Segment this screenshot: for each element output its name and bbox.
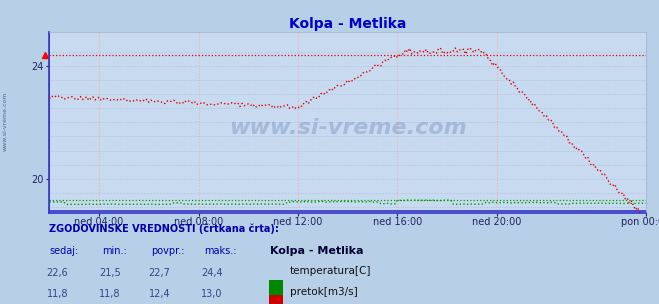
Text: maks.:: maks.: <box>204 246 237 256</box>
Text: 24,4: 24,4 <box>202 268 223 278</box>
Text: min.:: min.: <box>102 246 127 256</box>
Title: Kolpa - Metlika: Kolpa - Metlika <box>289 17 407 31</box>
Text: 11,8: 11,8 <box>100 289 121 299</box>
Text: 22,7: 22,7 <box>148 268 171 278</box>
Text: www.si-vreme.com: www.si-vreme.com <box>3 92 8 151</box>
Text: temperatura[C]: temperatura[C] <box>290 266 372 276</box>
Text: Kolpa - Metlika: Kolpa - Metlika <box>270 246 364 256</box>
Text: 11,8: 11,8 <box>47 289 68 299</box>
Text: pretok[m3/s]: pretok[m3/s] <box>290 287 358 297</box>
Text: ZGODOVINSKE VREDNOSTI (črtkana črta):: ZGODOVINSKE VREDNOSTI (črtkana črta): <box>49 223 279 234</box>
Text: 22,6: 22,6 <box>46 268 69 278</box>
Text: www.si-vreme.com: www.si-vreme.com <box>229 118 467 138</box>
Text: 13,0: 13,0 <box>202 289 223 299</box>
Text: sedaj:: sedaj: <box>49 246 78 256</box>
Text: 12,4: 12,4 <box>149 289 170 299</box>
Text: 21,5: 21,5 <box>99 268 121 278</box>
Text: povpr.:: povpr.: <box>152 246 185 256</box>
